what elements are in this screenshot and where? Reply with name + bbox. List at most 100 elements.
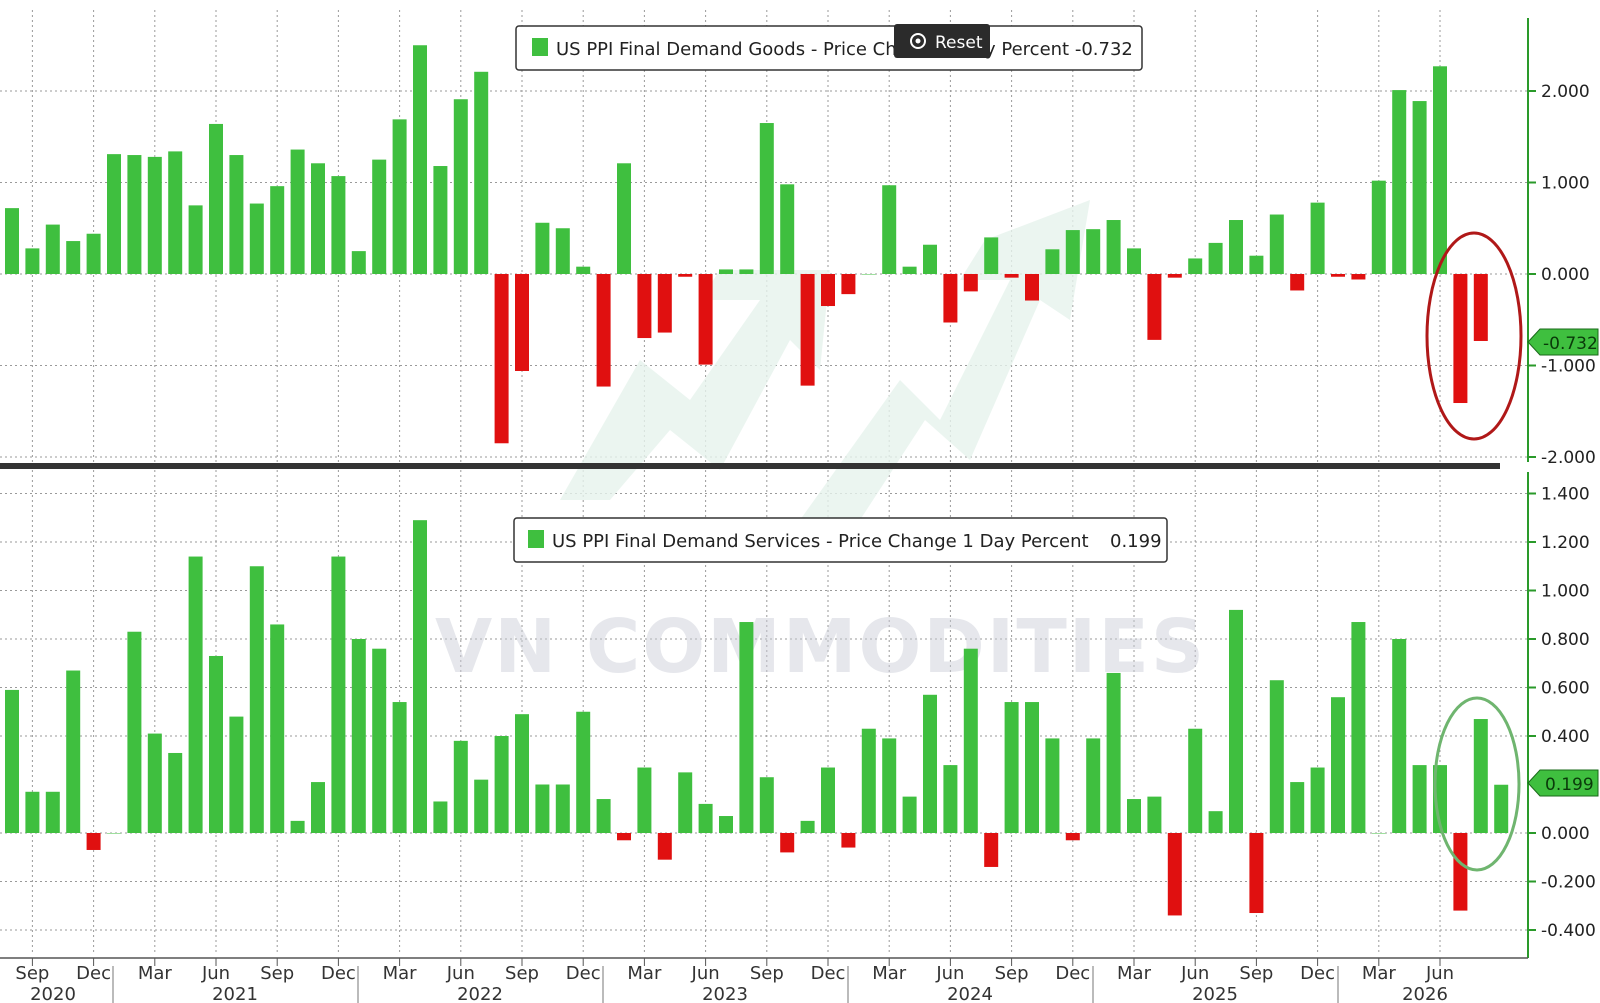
bars: [5, 45, 1509, 916]
bar: [882, 738, 897, 833]
bar: [657, 833, 672, 860]
x-month-label: Sep: [995, 963, 1029, 984]
panel-divider[interactable]: [0, 463, 1500, 469]
bar: [107, 833, 121, 834]
bar: [127, 631, 142, 833]
bar: [821, 767, 835, 833]
y-tick-label: 0.600: [1541, 679, 1590, 699]
bar: [678, 772, 693, 833]
x-month-label: Jun: [691, 963, 720, 984]
bar: [1188, 728, 1203, 833]
bar: [1208, 811, 1223, 833]
bar: [372, 159, 387, 274]
top-legend: US PPI Final Demand Goods - Price Ch y P…: [515, 25, 1143, 71]
x-month-label: Sep: [1239, 963, 1273, 984]
bar: [759, 777, 774, 833]
bar: [392, 702, 407, 833]
bar: [1229, 220, 1243, 274]
bar: [861, 728, 876, 833]
bar: [1086, 738, 1101, 833]
watermark-arrow-2: [800, 200, 1090, 520]
bottom-last-value-text: 0.199: [1545, 775, 1594, 795]
bar: [535, 784, 550, 833]
y-tick-label: -0.200: [1541, 873, 1596, 893]
bar: [1269, 680, 1284, 833]
bar: [494, 274, 509, 444]
bar: [1127, 248, 1141, 274]
bar: [923, 694, 937, 833]
bar: [841, 274, 856, 295]
y-tick-label: 1.200: [1541, 533, 1590, 553]
bar: [555, 228, 570, 274]
bar: [45, 791, 60, 833]
bar: [943, 765, 958, 833]
bar: [168, 752, 183, 833]
bar: [1249, 833, 1264, 914]
bar: [249, 203, 264, 274]
x-month-label: Jun: [446, 963, 475, 984]
bar: [45, 224, 60, 274]
y-tick-label: 0.400: [1541, 727, 1590, 747]
x-month-label: Mar: [138, 963, 173, 984]
bar: [535, 222, 550, 274]
bar: [249, 566, 264, 833]
bar: [678, 274, 693, 277]
bar: [1310, 767, 1325, 833]
bar: [474, 779, 489, 833]
x-month-label: Mar: [872, 963, 907, 984]
bar: [351, 251, 366, 274]
bar: [617, 163, 631, 274]
top-last-value-text: -0.732: [1543, 334, 1598, 354]
x-year-label: 2021: [212, 984, 258, 1003]
bar: [637, 274, 652, 339]
x-year-label: 2024: [947, 984, 993, 1003]
bar: [86, 833, 101, 850]
bar: [739, 269, 754, 274]
bar: [107, 154, 121, 274]
bar: [780, 184, 795, 274]
bar: [229, 716, 244, 833]
bar: [1167, 833, 1182, 916]
bar: [596, 274, 611, 387]
bar: [1351, 622, 1366, 833]
x-month-label: Dec: [76, 963, 111, 984]
reset-button[interactable]: Reset: [894, 24, 990, 58]
bar: [1127, 799, 1141, 833]
bar: [1106, 672, 1121, 833]
bar: [657, 274, 672, 333]
y-tick-label: 1.400: [1541, 485, 1590, 505]
y-tick-label: 0.000: [1541, 265, 1590, 285]
x-year-label: 2023: [702, 984, 748, 1003]
bar: [719, 269, 733, 274]
bar: [1086, 229, 1101, 274]
x-month-label: Sep: [260, 963, 294, 984]
reset-label: Reset: [935, 33, 983, 53]
x-year-label: 2020: [30, 984, 76, 1003]
x-month-label: Mar: [1117, 963, 1152, 984]
bar: [1412, 101, 1427, 274]
bar: [168, 151, 183, 274]
bar: [331, 176, 346, 274]
bar: [25, 791, 40, 833]
x-month-label: Mar: [1362, 963, 1397, 984]
bar: [1249, 255, 1264, 274]
bar: [1473, 719, 1488, 833]
bar: [1290, 274, 1305, 291]
bar: [1045, 249, 1060, 274]
bottom-legend-box: [513, 517, 1168, 563]
top-legend-value: y Percent -0.732: [985, 39, 1133, 60]
bar: [372, 648, 387, 833]
bar: [1290, 782, 1305, 833]
x-month-label: Sep: [750, 963, 784, 984]
y-tick-label: -2.000: [1541, 448, 1596, 468]
bottom-legend-title: US PPI Final Demand Services - Price Cha…: [552, 531, 1089, 552]
bar: [576, 711, 591, 833]
bar: [739, 622, 754, 833]
bar: [596, 799, 611, 833]
y-tick-label: 0.800: [1541, 630, 1590, 650]
bar: [331, 556, 346, 833]
y-tick-label: 0.000: [1541, 824, 1590, 844]
bar: [229, 155, 244, 274]
y-tick-label: -0.400: [1541, 921, 1596, 941]
